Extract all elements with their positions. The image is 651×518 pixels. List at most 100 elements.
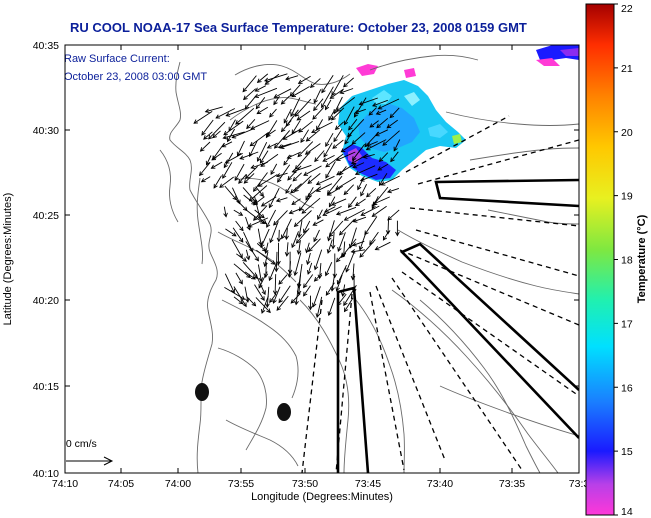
current-vector [303,274,314,289]
current-vector [327,220,335,242]
current-vector [340,144,353,153]
legend-line-1: Raw Surface Current: [64,53,170,65]
current-vector [270,163,278,176]
current-vector [280,95,290,105]
current-vector [273,130,291,149]
x-tick-label: 73:40 [427,478,453,490]
colorbar [585,3,615,516]
current-vector [334,121,345,131]
current-vector [193,111,213,124]
current-vector [290,97,301,117]
current-vector [338,218,355,236]
current-vector [278,285,291,304]
current-vector [387,209,400,221]
current-vector [326,185,343,196]
current-vector [325,161,336,179]
current-vector [344,129,354,145]
x-axis-label: Longitude (Degrees:Minutes) [251,491,393,503]
y-axis: 40:35 40:30 40:25 40:20 40:15 40:10 [33,40,579,480]
current-vector [244,286,250,303]
current-vector [287,261,292,278]
current-vector [305,242,310,254]
current-vector [224,273,235,294]
current-vector [303,285,311,297]
current-vector [275,197,288,203]
x-tick-label: 73:50 [292,478,318,490]
current-vector [375,109,387,115]
current-vector [303,165,322,176]
current-vector [225,108,246,117]
current-vector [235,107,255,125]
current-vector [358,97,378,106]
colorbar-tick-label: 22 [621,3,633,15]
colorbar-tick-label: 19 [621,191,633,203]
current-vector [354,198,366,207]
current-vector [352,240,365,247]
current-vector [325,132,334,148]
current-vector [322,154,335,162]
current-vector [321,86,334,109]
current-vector [359,239,376,258]
colorbar-ticks: 22 21 20 19 18 17 16 15 14 [614,3,633,518]
current-vector [351,143,366,161]
current-vector [243,88,257,101]
current-vector [254,85,267,92]
current-vector [344,297,354,313]
x-tick-label: 73:45 [355,478,381,490]
x-tick-label: 74:05 [108,478,134,490]
current-vector [376,117,389,129]
station-marker [277,403,291,421]
current-vector [352,162,365,169]
current-vector [288,207,303,215]
current-vector [343,77,354,88]
current-vector [344,106,355,126]
current-vector [285,75,299,81]
current-vector [312,107,325,120]
current-vector [276,229,282,243]
current-vector [325,153,344,168]
current-vector [293,210,312,228]
x-tick-label: 73:55 [228,478,254,490]
current-vector [380,175,400,186]
current-vector [294,151,311,170]
y-axis-label: Latitude (Degrees:Minutes) [2,193,14,326]
current-vector [279,140,300,149]
current-vector [330,232,336,250]
current-vector [290,293,301,304]
current-vector [365,139,387,151]
current-vector [266,209,276,228]
current-vector [374,241,391,251]
current-vector [291,86,310,98]
current-vector [284,242,290,257]
current-vector [325,99,332,111]
y-tick-label: 40:25 [33,210,59,222]
current-vector [313,98,324,112]
surface-current-vectors [193,73,401,319]
current-vector [223,120,244,136]
current-vector [314,150,325,163]
current-vector [339,88,354,95]
current-vector [309,78,321,89]
current-vector [284,227,289,241]
current-vector [308,295,313,311]
current-vector [203,131,213,140]
current-vector [371,196,379,210]
current-vector [308,238,321,252]
current-vector [328,220,344,238]
current-vector [227,128,235,143]
current-vector [249,131,269,147]
current-vector [336,162,357,176]
current-vector [268,263,277,282]
current-vector [333,128,343,143]
current-vector [201,119,214,136]
current-vector [210,161,223,169]
current-vector [300,129,309,143]
current-vector [378,152,389,163]
x-axis: 74:10 74:05 74:00 73:55 73:50 73:45 73:40 73:35… [52,45,589,490]
scale-label: 50 cm/s [60,438,97,450]
current-vector [340,284,346,297]
current-vector [354,165,376,176]
current-vector [272,274,278,296]
colorbar-tick-label: 14 [621,506,633,518]
current-vector [276,295,289,311]
